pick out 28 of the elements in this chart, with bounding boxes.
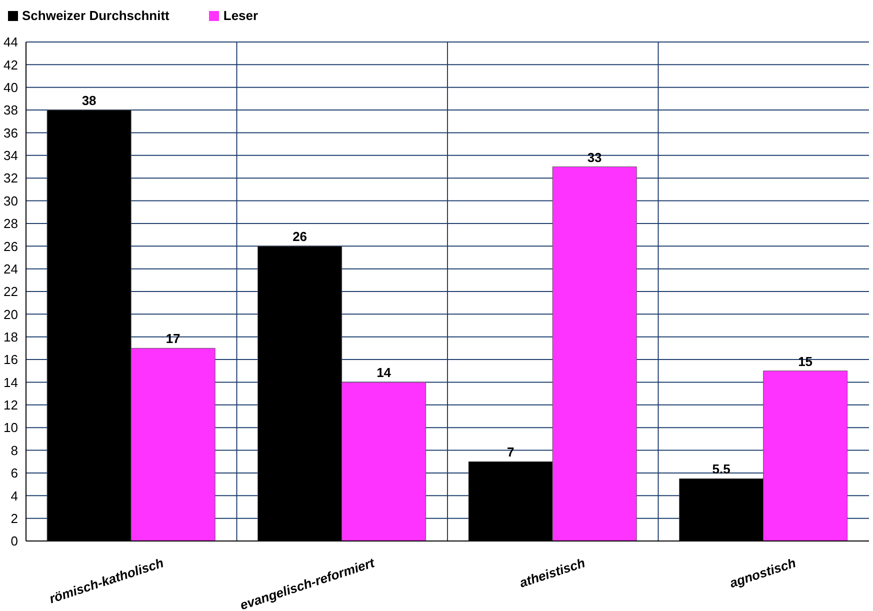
y-tick-label: 36 <box>4 125 18 140</box>
data-label: 38 <box>82 93 96 108</box>
y-tick-label: 10 <box>4 420 18 436</box>
y-tick-label: 32 <box>4 170 18 186</box>
y-tick-label: 12 <box>4 398 18 413</box>
y-tick-label: 40 <box>4 80 18 95</box>
y-tick-label: 44 <box>4 34 18 50</box>
y-tick-label: 30 <box>4 193 18 208</box>
y-tick-label: 26 <box>4 238 18 254</box>
y-tick-label: 24 <box>4 261 18 276</box>
y-tick-label: 42 <box>4 57 18 72</box>
data-label: 14 <box>376 365 392 380</box>
y-tick-label: 16 <box>4 352 18 368</box>
y-tick-label: 38 <box>4 102 18 118</box>
y-tick-label: 28 <box>4 216 18 232</box>
y-tick-label: 22 <box>4 284 18 300</box>
y-tick-label: 2 <box>10 510 18 526</box>
data-label: 26 <box>292 229 308 244</box>
y-tick-label: 8 <box>10 442 18 458</box>
y-tick-label: 20 <box>4 306 18 322</box>
y-tick-label: 4 <box>10 488 18 504</box>
y-tick-label: 18 <box>4 329 18 344</box>
legend-label: Leser <box>222 8 258 23</box>
legend-label: Schweizer Durchschnitt <box>21 8 170 23</box>
y-tick-label: 34 <box>4 148 18 164</box>
y-tick-label: 0 <box>10 534 18 549</box>
y-tick-label: 14 <box>4 374 18 390</box>
y-tick-label: 6 <box>10 466 18 481</box>
